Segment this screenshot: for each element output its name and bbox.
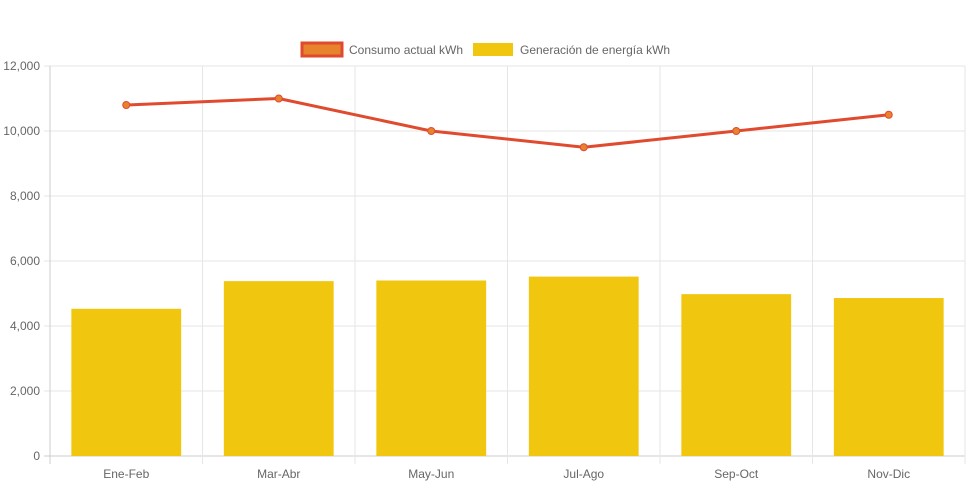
axes: 0 2,000 4,000 6,000 8,000 10,000 12,000 Ene-Feb… (3, 59, 910, 481)
x-tick-label: May-Jun (408, 467, 454, 481)
legend-item-consumo[interactable]: Consumo actual kWh (300, 41, 463, 58)
bar-sep-oct (681, 294, 792, 456)
legend-swatch-generacion (473, 43, 513, 56)
x-tick-label: Jul-Ago (563, 467, 604, 481)
point-jul-ago (579, 143, 588, 152)
x-tick-label: Sep-Oct (714, 467, 759, 481)
y-tick-label: 10,000 (3, 124, 40, 138)
line-series (122, 94, 893, 152)
y-tick-label: 12,000 (3, 59, 40, 73)
bar-mar-abr (223, 281, 334, 456)
legend-label-generacion: Generación de energía kWh (520, 43, 670, 57)
bar-jul-ago (528, 276, 639, 456)
point-sep-oct (732, 127, 741, 135)
bar-nov-dic (833, 298, 944, 456)
bar-may-jun (376, 280, 487, 456)
line-consumo (126, 97, 889, 149)
point-mar-abr (274, 94, 283, 103)
y-tick-label: 2,000 (10, 384, 40, 398)
legend-item-generacion[interactable]: Generación de energía kWh (473, 43, 670, 57)
point-ene-feb (122, 101, 131, 109)
chart-legend[interactable]: Consumo actual kWh Generación de energía… (300, 41, 670, 58)
y-tick-label: 4,000 (10, 319, 40, 333)
point-nov-dic (884, 110, 893, 119)
y-tick-label: 8,000 (10, 189, 40, 203)
y-tick-label: 0 (33, 449, 40, 463)
grid-lines (44, 65, 966, 464)
x-tick-label: Mar-Abr (257, 467, 300, 481)
bar-ene-feb (71, 308, 182, 456)
x-tick-label: Nov-Dic (867, 467, 910, 481)
y-tick-label: 6,000 (10, 254, 40, 268)
legend-swatch-consumo (300, 41, 344, 58)
x-tick-label: Ene-Feb (103, 467, 149, 481)
bar-series (71, 276, 944, 456)
legend-label-consumo: Consumo actual kWh (349, 43, 463, 57)
point-may-jun (427, 127, 436, 135)
